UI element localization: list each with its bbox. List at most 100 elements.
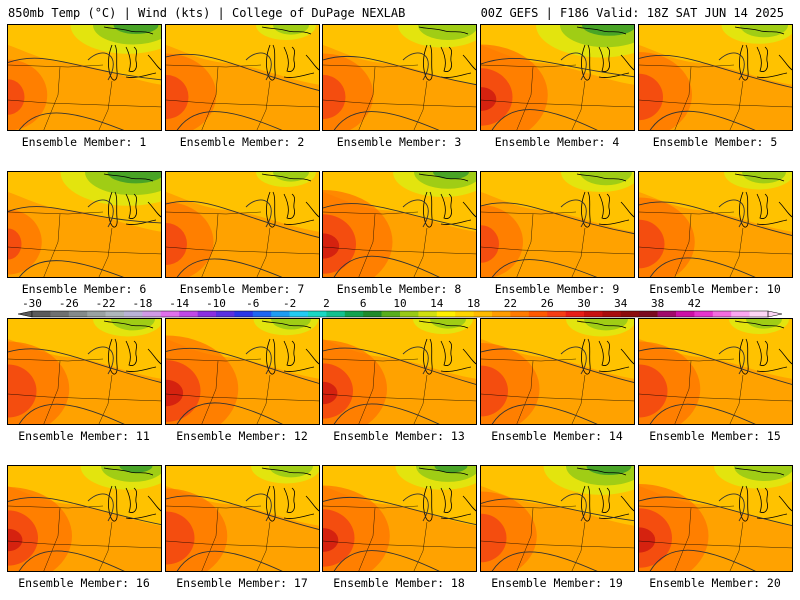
colorbar-swatch xyxy=(400,311,419,317)
ensemble-map-panel xyxy=(638,465,793,572)
ensemble-member-label: Ensemble Member: 18 xyxy=(333,576,465,590)
colorbar-swatch xyxy=(676,311,695,317)
ensemble-member-label: Ensemble Member: 19 xyxy=(491,576,623,590)
colorbar-swatch xyxy=(712,311,732,317)
ensemble-member-label: Ensemble Member: 12 xyxy=(176,429,308,443)
ensemble-member-label: Ensemble Member: 9 xyxy=(494,282,620,296)
colorbar-swatch xyxy=(216,311,235,317)
colorbar-swatch xyxy=(32,311,51,317)
temperature-field-map xyxy=(323,25,476,130)
colorbar-tick-label: 2 xyxy=(323,297,330,310)
ensemble-map-panel xyxy=(322,24,477,131)
temperature-field-map xyxy=(323,319,476,424)
ensemble-member-label: Ensemble Member: 20 xyxy=(649,576,781,590)
colorbar-swatch xyxy=(749,311,769,317)
temperature-colorbar: -30 -26 -22 -18 -14 -10 -6 -2 2 6 10 14 18 22 26 30 34 38… xyxy=(17,297,783,318)
ensemble-map-panel xyxy=(7,24,162,131)
ensemble-member-label: Ensemble Member: 7 xyxy=(179,282,305,296)
colorbar-tick-label: 18 xyxy=(467,297,480,310)
colorbar-swatch xyxy=(657,311,677,317)
colorbar-swatch xyxy=(308,311,327,317)
ensemble-map-panel xyxy=(7,171,162,278)
colorbar-min-arrow xyxy=(17,310,33,318)
colorbar-swatch xyxy=(639,311,658,317)
ensemble-member-label: Ensemble Member: 17 xyxy=(176,576,308,590)
ensemble-member-label: Ensemble Member: 6 xyxy=(21,282,147,296)
colorbar-tick-label: 14 xyxy=(430,297,444,310)
colorbar-swatch xyxy=(473,311,493,317)
ensemble-member-label: Ensemble Member: 4 xyxy=(494,135,620,149)
temperature-field-map xyxy=(639,172,792,277)
colorbar-swatch xyxy=(731,311,750,317)
colorbar-swatch xyxy=(105,311,125,317)
colorbar-swatch xyxy=(289,311,309,317)
ensemble-member-label: Ensemble Member: 14 xyxy=(491,429,623,443)
colorbar-tick-label: -10 xyxy=(206,297,226,310)
ensemble-map-panel xyxy=(638,171,793,278)
colorbar-tick-label: 42 xyxy=(688,297,701,310)
colorbar-tick-label: -2 xyxy=(283,297,296,310)
ensemble-map-panel xyxy=(7,465,162,572)
colorbar-tick-label: -18 xyxy=(132,297,152,310)
ensemble-map-panel xyxy=(322,465,477,572)
temperature-field-map xyxy=(166,466,319,571)
colorbar-swatch xyxy=(252,311,272,317)
ensemble-member-label: Ensemble Member: 3 xyxy=(336,135,462,149)
colorbar-tick-label: 6 xyxy=(360,297,367,310)
colorbar-swatch xyxy=(694,311,714,317)
ensemble-member-label: Ensemble Member: 1 xyxy=(21,135,147,149)
colorbar-swatch xyxy=(565,311,585,317)
ensemble-map-panel xyxy=(165,24,320,131)
ensemble-map-panel xyxy=(480,24,635,131)
colorbar-swatch xyxy=(87,311,106,317)
colorbar-swatch xyxy=(50,311,70,317)
temperature-field-map xyxy=(8,466,161,571)
temperature-field-map xyxy=(639,466,792,571)
colorbar-swatch xyxy=(584,311,603,317)
colorbar-swatch xyxy=(142,311,162,317)
colorbar-swatch xyxy=(547,311,566,317)
ensemble-member-label: Ensemble Member: 11 xyxy=(18,429,150,443)
temperature-field-map xyxy=(481,172,634,277)
colorbar-tick-label: -30 xyxy=(22,297,42,310)
ensemble-member-label: Ensemble Member: 10 xyxy=(649,282,781,296)
colorbar-swatch xyxy=(381,311,401,317)
ensemble-map-panel xyxy=(480,318,635,425)
temperature-field-map xyxy=(166,319,319,424)
colorbar-swatch xyxy=(418,311,438,317)
colorbar-swatch xyxy=(234,311,254,317)
temperature-field-map xyxy=(8,172,161,277)
temperature-field-map xyxy=(166,172,319,277)
ensemble-member-label: Ensemble Member: 15 xyxy=(649,429,781,443)
colorbar-swatch xyxy=(68,311,88,317)
colorbar-tick-label: 10 xyxy=(393,297,406,310)
colorbar-swatch xyxy=(271,311,290,317)
colorbar-swatch xyxy=(160,311,180,317)
colorbar-swatch xyxy=(510,311,530,317)
colorbar-swatch xyxy=(124,311,143,317)
ensemble-map-panel xyxy=(638,24,793,131)
ensemble-map-panel xyxy=(165,171,320,278)
colorbar-swatch xyxy=(620,311,640,317)
ensemble-map-panel xyxy=(322,318,477,425)
temperature-field-map xyxy=(323,172,476,277)
colorbar-tick-label: 38 xyxy=(651,297,664,310)
colorbar-tick-label: 22 xyxy=(504,297,517,310)
ensemble-map-panel xyxy=(480,171,635,278)
colorbar-swatch xyxy=(436,311,456,317)
colorbar-swatch xyxy=(197,311,217,317)
ensemble-map-panel xyxy=(165,318,320,425)
colorbar-tick-label: -26 xyxy=(59,297,79,310)
temperature-field-map xyxy=(481,25,634,130)
colorbar-tick-label: 34 xyxy=(614,297,628,310)
ensemble-member-label: Ensemble Member: 8 xyxy=(336,282,462,296)
colorbar-tick-label: -14 xyxy=(169,297,189,310)
colorbar-tick-label: -22 xyxy=(96,297,116,310)
temperature-field-map xyxy=(8,319,161,424)
colorbar-swatch xyxy=(455,311,474,317)
ensemble-map-panel xyxy=(322,171,477,278)
temperature-field-map xyxy=(323,466,476,571)
colorbar-tick-label: 30 xyxy=(577,297,590,310)
temperature-field-map xyxy=(8,25,161,130)
colorbar-swatch xyxy=(326,311,346,317)
